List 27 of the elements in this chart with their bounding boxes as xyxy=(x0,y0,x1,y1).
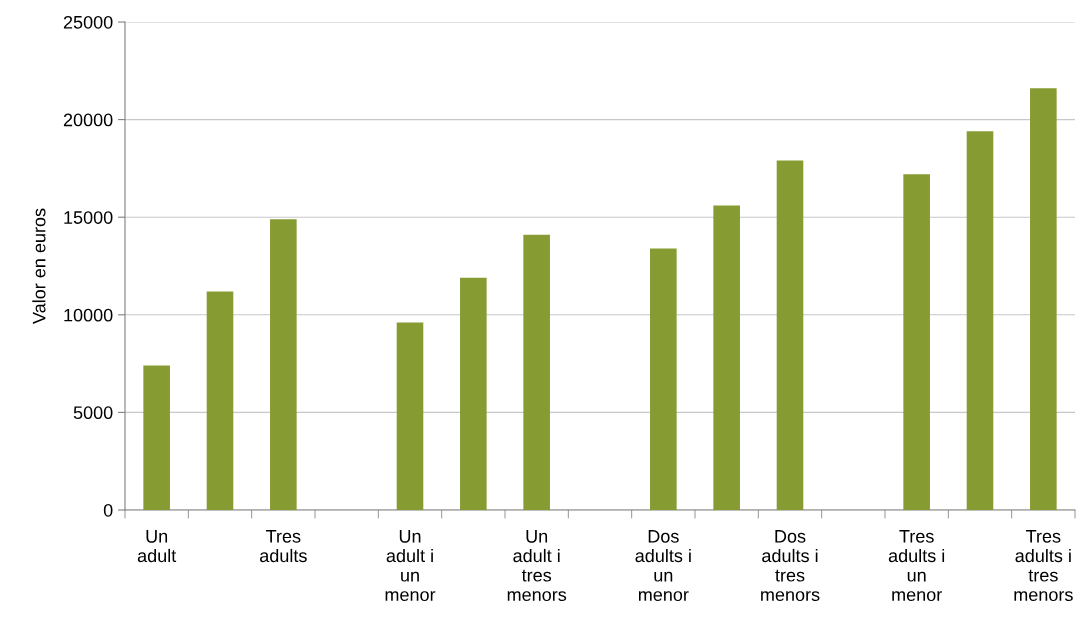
bar xyxy=(903,174,930,510)
bar xyxy=(396,322,424,510)
x-tick-label: Dos adults i un menor xyxy=(635,530,691,602)
bar xyxy=(206,291,234,510)
x-tick-label: Un adult i un menor xyxy=(385,530,436,602)
y-tick-label: 15000 xyxy=(64,211,113,224)
bar xyxy=(776,160,804,510)
bar xyxy=(966,131,994,510)
x-tick-label: Tres adults i un menor xyxy=(888,530,945,602)
y-tick-label: 20000 xyxy=(63,113,113,127)
y-tick-label: 5000 xyxy=(73,406,113,420)
bar xyxy=(523,234,550,510)
x-tick-label: Dos adults i tres menors xyxy=(761,530,820,602)
bar xyxy=(650,248,677,510)
y-tick-label: 25000 xyxy=(63,15,113,29)
bar xyxy=(1030,88,1057,510)
bar xyxy=(460,277,487,510)
y-tick-label: 10000 xyxy=(64,308,113,322)
y-tick-label: 0 xyxy=(103,503,113,517)
x-tick-label: Tres adults i tres menors xyxy=(1014,530,1073,602)
x-tick-label: Tres adults xyxy=(260,530,307,563)
x-tick-label: Un adult xyxy=(137,530,177,563)
y-axis-title: Valor en euros xyxy=(32,208,46,324)
bar xyxy=(270,219,297,510)
x-tick-label: Un adult i tres menors xyxy=(507,530,567,602)
bar xyxy=(143,365,170,510)
bar xyxy=(713,205,740,510)
